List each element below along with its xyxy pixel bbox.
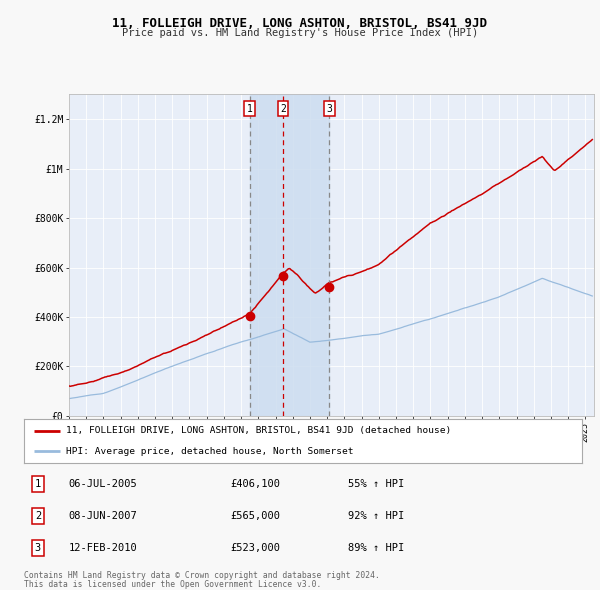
- Text: 11, FOLLEIGH DRIVE, LONG ASHTON, BRISTOL, BS41 9JD (detached house): 11, FOLLEIGH DRIVE, LONG ASHTON, BRISTOL…: [66, 427, 451, 435]
- Text: Contains HM Land Registry data © Crown copyright and database right 2024.: Contains HM Land Registry data © Crown c…: [24, 571, 380, 579]
- Bar: [250, 94, 329, 416]
- Text: £523,000: £523,000: [230, 543, 280, 553]
- Text: 92% ↑ HPI: 92% ↑ HPI: [347, 512, 404, 521]
- Text: £565,000: £565,000: [230, 512, 280, 521]
- Text: £406,100: £406,100: [230, 479, 280, 489]
- Text: 1: 1: [247, 104, 253, 114]
- Text: This data is licensed under the Open Government Licence v3.0.: This data is licensed under the Open Gov…: [24, 580, 322, 589]
- Text: 12-FEB-2010: 12-FEB-2010: [68, 543, 137, 553]
- Text: 2: 2: [280, 104, 286, 114]
- Text: 1: 1: [35, 479, 41, 489]
- Text: 08-JUN-2007: 08-JUN-2007: [68, 512, 137, 521]
- Text: HPI: Average price, detached house, North Somerset: HPI: Average price, detached house, Nort…: [66, 447, 353, 455]
- Text: 11, FOLLEIGH DRIVE, LONG ASHTON, BRISTOL, BS41 9JD: 11, FOLLEIGH DRIVE, LONG ASHTON, BRISTOL…: [113, 17, 487, 30]
- Text: 89% ↑ HPI: 89% ↑ HPI: [347, 543, 404, 553]
- Text: 3: 3: [35, 543, 41, 553]
- Text: Price paid vs. HM Land Registry's House Price Index (HPI): Price paid vs. HM Land Registry's House …: [122, 28, 478, 38]
- Text: 55% ↑ HPI: 55% ↑ HPI: [347, 479, 404, 489]
- Text: 2: 2: [35, 512, 41, 521]
- Text: 3: 3: [326, 104, 332, 114]
- Text: 06-JUL-2005: 06-JUL-2005: [68, 479, 137, 489]
